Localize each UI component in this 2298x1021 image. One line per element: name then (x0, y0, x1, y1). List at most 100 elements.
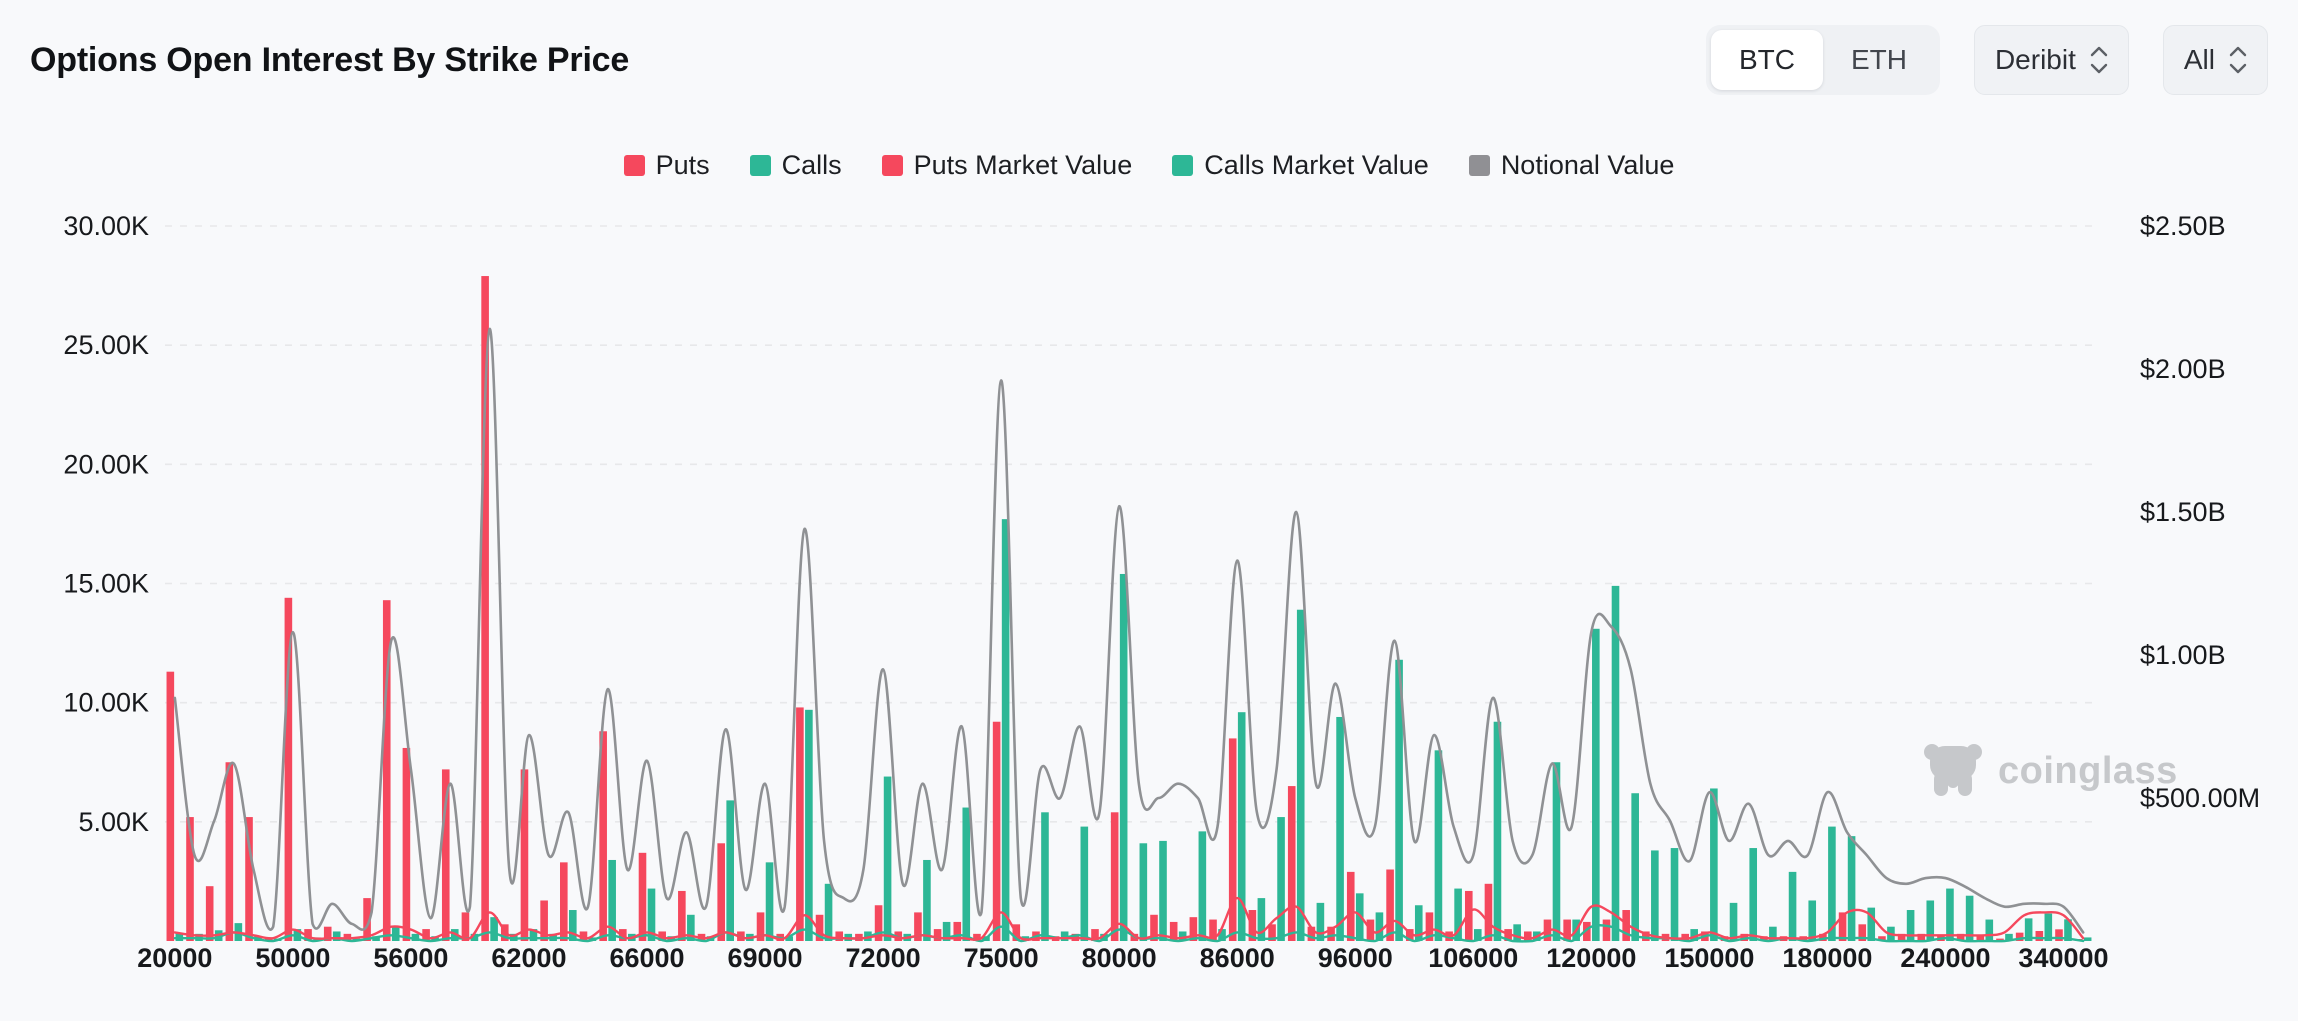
calls-bar[interactable] (647, 888, 656, 941)
calls-bar[interactable] (1946, 888, 1954, 941)
calls-bar[interactable] (1139, 843, 1148, 941)
asset-toggle-btc[interactable]: BTC (1710, 30, 1823, 90)
calls-bar[interactable] (1749, 848, 1758, 941)
puts-bar[interactable] (992, 721, 1001, 941)
calls-bar[interactable] (411, 933, 420, 941)
puts-bar[interactable] (579, 931, 588, 941)
puts-bar[interactable] (815, 914, 824, 941)
puts-bar[interactable] (1228, 738, 1237, 941)
calls-bar[interactable] (1513, 924, 1521, 941)
calls-bar[interactable] (687, 914, 695, 941)
puts-bar[interactable] (382, 600, 391, 941)
legend-item-puts-market-value[interactable]: Puts Market Value (881, 150, 1132, 181)
puts-bar[interactable] (1858, 924, 1867, 941)
calls-bar[interactable] (1080, 826, 1089, 941)
calls-bar[interactable] (1847, 836, 1856, 941)
puts-bar[interactable] (402, 747, 411, 941)
calls-bar[interactable] (1218, 929, 1226, 941)
calls-bar[interactable] (1119, 573, 1128, 941)
calls-bar[interactable] (962, 807, 971, 941)
puts-bar[interactable] (1720, 936, 1729, 941)
exchange-select[interactable]: Deribit (1973, 25, 2129, 95)
puts-bar[interactable] (1346, 871, 1355, 941)
puts-bar[interactable] (638, 852, 647, 941)
puts-bar[interactable] (1642, 931, 1650, 941)
puts-bar[interactable] (1838, 912, 1847, 941)
calls-bar[interactable] (1611, 585, 1620, 941)
puts-bar[interactable] (914, 912, 922, 941)
calls-bar[interactable] (1651, 850, 1659, 941)
calls-bar[interactable] (726, 800, 734, 941)
calls-bar[interactable] (1041, 812, 1049, 941)
calls-bar[interactable] (883, 776, 892, 941)
calls-bar[interactable] (1592, 628, 1600, 941)
calls-bar[interactable] (391, 926, 400, 941)
calls-bar[interactable] (1473, 929, 1482, 941)
calls-bar[interactable] (1710, 788, 1718, 941)
calls-bar[interactable] (1769, 926, 1777, 941)
legend-item-notional-value[interactable]: Notional Value (1468, 150, 1674, 181)
puts-bar[interactable] (2015, 932, 2024, 941)
calls-bar[interactable] (1001, 519, 1010, 941)
calls-bar[interactable] (332, 931, 341, 941)
calls-bar[interactable] (824, 883, 833, 941)
calls-bar[interactable] (1828, 826, 1836, 941)
calls-bar[interactable] (1178, 931, 1187, 941)
calls-bar[interactable] (1690, 929, 1698, 941)
calls-bar[interactable] (1060, 931, 1069, 941)
puts-bar[interactable] (1996, 938, 2004, 941)
calls-bar[interactable] (1926, 900, 1935, 941)
puts-bar[interactable] (835, 931, 844, 941)
calls-bar[interactable] (1395, 659, 1403, 941)
puts-bar[interactable] (1819, 933, 1827, 941)
calls-bar[interactable] (2064, 919, 2072, 941)
legend-item-calls-market-value[interactable]: Calls Market Value (1172, 150, 1429, 181)
calls-bar[interactable] (1316, 902, 1325, 941)
puts-bar[interactable] (1189, 917, 1198, 941)
calls-bar[interactable] (1100, 933, 1108, 941)
puts-bar[interactable] (1405, 929, 1414, 941)
puts-bar[interactable] (678, 890, 686, 941)
puts-bar[interactable] (225, 762, 234, 941)
calls-bar[interactable] (175, 932, 184, 941)
calls-bar[interactable] (450, 929, 459, 941)
calls-bar[interactable] (1277, 817, 1285, 941)
calls-bar[interactable] (1198, 831, 1207, 941)
puts-bar[interactable] (1268, 924, 1276, 941)
puts-bar[interactable] (205, 886, 214, 941)
calls-bar[interactable] (490, 917, 498, 941)
puts-bar[interactable] (599, 731, 607, 941)
calls-bar[interactable] (1434, 750, 1443, 941)
puts-bar[interactable] (1169, 921, 1178, 941)
puts-bar[interactable] (1897, 933, 1906, 941)
puts-bar[interactable] (1917, 933, 1926, 941)
calls-bar[interactable] (1296, 609, 1305, 941)
puts-bar[interactable] (1150, 914, 1158, 941)
puts-bar[interactable] (441, 769, 450, 941)
puts-bar[interactable] (481, 276, 489, 941)
puts-bar[interactable] (245, 817, 253, 941)
puts-bar[interactable] (461, 912, 470, 941)
puts-bar[interactable] (1091, 929, 1099, 941)
puts-bar[interactable] (1464, 890, 1473, 941)
calls-bar[interactable] (1808, 900, 1817, 941)
puts-bar[interactable] (874, 905, 883, 941)
calls-bar[interactable] (2044, 913, 2053, 941)
puts-bar[interactable] (953, 921, 962, 941)
puts-bar[interactable] (796, 707, 804, 941)
calls-bar[interactable] (1237, 712, 1246, 941)
calls-bar[interactable] (1631, 793, 1639, 941)
calls-bar[interactable] (569, 910, 577, 941)
calls-bar[interactable] (942, 921, 951, 941)
puts-bar[interactable] (756, 912, 765, 941)
calls-bar[interactable] (805, 709, 813, 941)
legend-item-calls[interactable]: Calls (749, 150, 842, 181)
calls-bar[interactable] (1336, 716, 1344, 941)
puts-bar[interactable] (284, 597, 293, 941)
puts-bar[interactable] (1307, 926, 1316, 941)
puts-bar[interactable] (186, 817, 194, 941)
puts-bar[interactable] (1602, 919, 1611, 941)
puts-bar[interactable] (1110, 812, 1119, 941)
calls-bar[interactable] (1867, 907, 1876, 941)
